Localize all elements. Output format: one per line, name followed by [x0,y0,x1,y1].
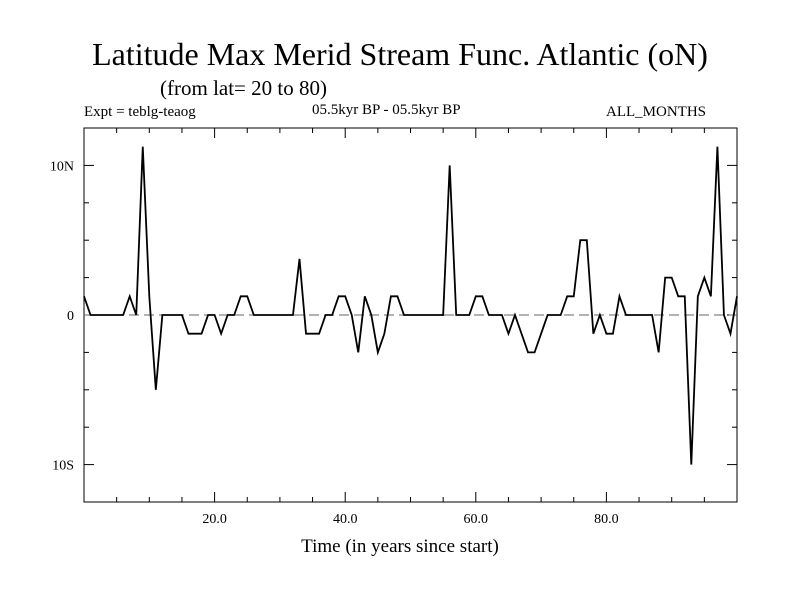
series-line [83,146,738,465]
y-tick-label: 0 [67,309,74,324]
x-tick-label: 80.0 [594,512,619,527]
x-axis-label: Time (in years since start) [301,536,499,557]
chart-title: Latitude Max Merid Stream Func. Atlantic… [92,36,708,72]
experiment-label: Expt = teblg-teaog [84,104,196,120]
x-tick-label: 60.0 [464,512,489,527]
y-tick-label: 10S [52,459,74,474]
x-tick-label: 40.0 [333,512,358,527]
period-label: 05.5kyr BP - 05.5kyr BP [312,102,461,118]
y-tick-label: 10N [50,159,74,174]
chart-subtitle: (from lat= 20 to 80) [160,76,327,100]
x-tick-label: 20.0 [202,512,227,527]
months-label: ALL_MONTHS [606,104,706,120]
